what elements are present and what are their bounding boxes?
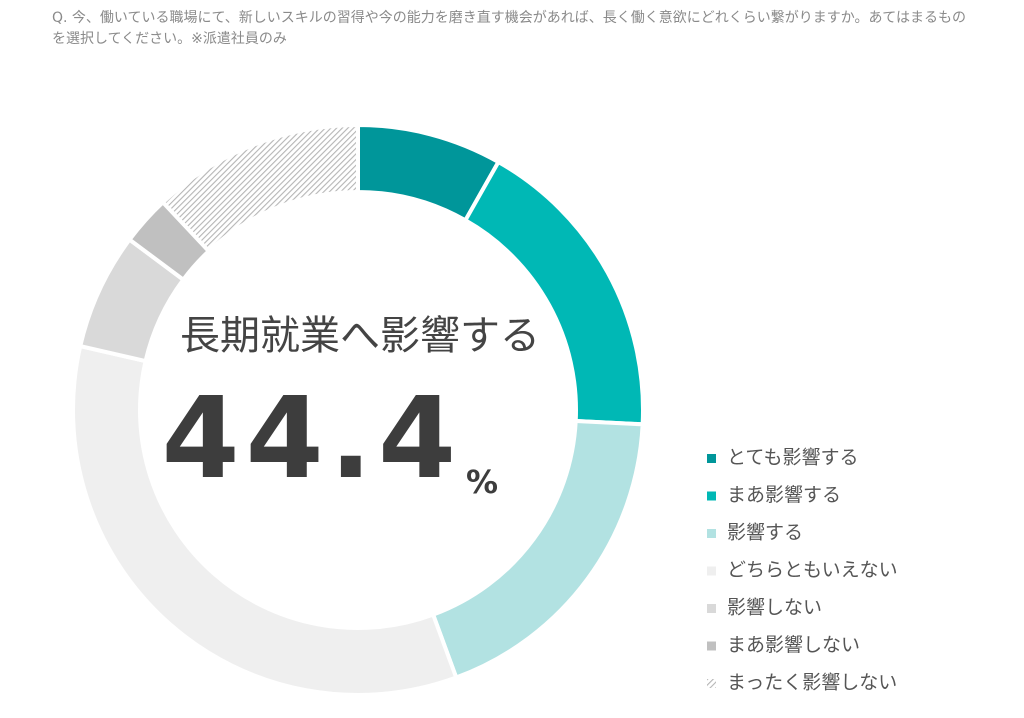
donut-segment — [462, 159, 645, 427]
legend-marker — [707, 529, 716, 538]
legend-marker — [707, 454, 716, 463]
donut-segment — [430, 418, 645, 681]
legend-marker — [707, 491, 716, 501]
legend-marker — [707, 604, 716, 613]
chart-title: Q. 今、働いている職場にて、新しいスキルの習得や今の能力を磨き直す機会があれば… — [52, 10, 966, 47]
legend-label: とても影響する — [727, 447, 858, 469]
legend-marker — [707, 679, 716, 688]
legend-label: 影響する — [727, 522, 803, 544]
legend-label: どちらともいえない — [727, 559, 898, 581]
center-unit: % — [466, 463, 498, 501]
center-value: 44.4 — [162, 374, 462, 504]
legend-label: まったく影響しない — [727, 672, 897, 694]
legend-label: まあ影響する — [727, 484, 841, 506]
donut-segment — [160, 122, 360, 254]
legend-marker — [707, 641, 716, 651]
legend-marker — [707, 566, 716, 576]
legend-label: まあ影響しない — [727, 634, 860, 656]
legend-label: 影響しない — [727, 597, 822, 619]
center-label: 長期就業へ影響する — [180, 313, 540, 359]
donut-segment — [71, 343, 459, 697]
